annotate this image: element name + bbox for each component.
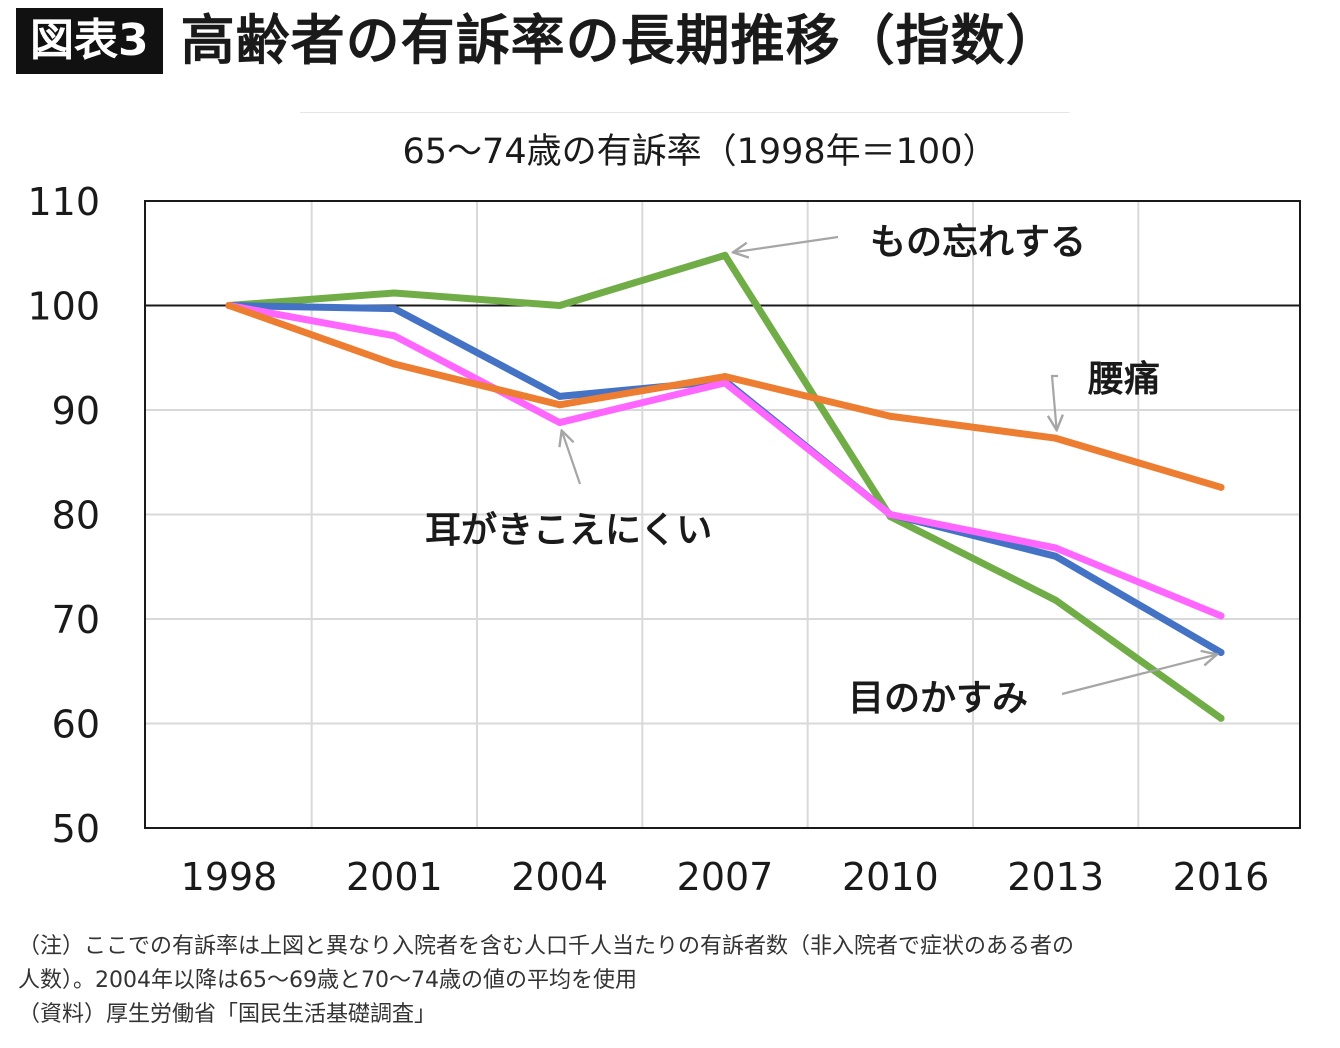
chart-title: 65〜74歳の有訴率（1998年＝100）	[403, 132, 998, 172]
y-tick-label: 80	[52, 494, 100, 538]
footnote-line: 人数）。2004年以降は65〜69歳と70〜74歳の値の平均を使用	[18, 968, 637, 993]
series-group	[225, 251, 1225, 722]
series-line	[225, 251, 1225, 722]
plot-frame	[144, 200, 1301, 829]
data-point	[1052, 552, 1060, 560]
data-point	[1217, 612, 1225, 620]
y-tick-label: 50	[52, 807, 100, 851]
data-point	[556, 419, 564, 427]
figure-badge: 図表3	[16, 8, 163, 74]
series-0	[225, 251, 1225, 722]
data-point	[721, 373, 729, 381]
data-point	[886, 511, 894, 518]
data-point	[1052, 434, 1060, 442]
data-point	[1052, 544, 1060, 552]
x-tick-label: 2004	[511, 855, 608, 899]
data-point	[225, 302, 233, 309]
data-point	[721, 251, 729, 259]
series-label: 目のかすみ	[848, 678, 1028, 719]
grid-lines	[145, 201, 1300, 828]
callout-arrow	[562, 431, 582, 485]
series-label: 腰痛	[1087, 359, 1160, 400]
x-tick-label: 2001	[346, 855, 443, 899]
footnote-line: （資料）厚生労働省「国民生活基礎調査」	[18, 1002, 437, 1027]
data-point	[390, 332, 398, 340]
series-3	[225, 302, 1225, 491]
y-tick-label: 100	[27, 285, 100, 329]
x-tick-label: 2016	[1173, 855, 1270, 899]
data-point	[556, 302, 564, 309]
callout-arrow	[1061, 654, 1217, 696]
tick-labels: 50 60 70 80 90 100 110 1998 2001 2004 2007 2010 2013…	[27, 180, 1269, 899]
data-point	[886, 412, 894, 420]
data-point	[1217, 648, 1225, 656]
data-point	[390, 305, 398, 313]
x-tick-label: 2010	[842, 855, 939, 899]
x-tick-label: 1998	[181, 855, 278, 899]
data-point	[556, 401, 564, 409]
title-divider	[300, 112, 1070, 113]
callout-arrow	[733, 235, 839, 252]
callout-arrow	[1052, 374, 1058, 430]
data-point	[1217, 483, 1225, 491]
data-point	[721, 379, 729, 387]
x-tick-label: 2007	[677, 855, 774, 899]
data-point	[390, 289, 398, 297]
series-label: もの忘れする	[870, 222, 1086, 263]
x-tick-label: 2013	[1007, 855, 1104, 899]
footnotes: （注）ここでの有訴率は上図と異なり入院者を含む人口千人当たりの有訴者数（非入院者…	[18, 930, 1323, 1032]
y-tick-label: 110	[27, 180, 100, 224]
figure-header: 図表3 高齢者の有訴率の長期推移（指数）	[16, 6, 1061, 76]
y-tick-label: 60	[52, 703, 100, 747]
data-point	[1217, 714, 1225, 722]
data-point	[390, 360, 398, 368]
series-2	[225, 302, 1225, 620]
series-label: 耳がきこえにくい	[425, 510, 712, 551]
y-tick-label: 90	[52, 389, 100, 433]
y-tick-label: 70	[52, 598, 100, 642]
figure-title: 高齢者の有訴率の長期推移（指数）	[180, 9, 1061, 72]
footnote-line: （注）ここでの有訴率は上図と異なり入院者を含む人口千人当たりの有訴者数（非入院者…	[18, 934, 1075, 959]
data-point	[556, 392, 564, 400]
data-point	[1052, 596, 1060, 604]
